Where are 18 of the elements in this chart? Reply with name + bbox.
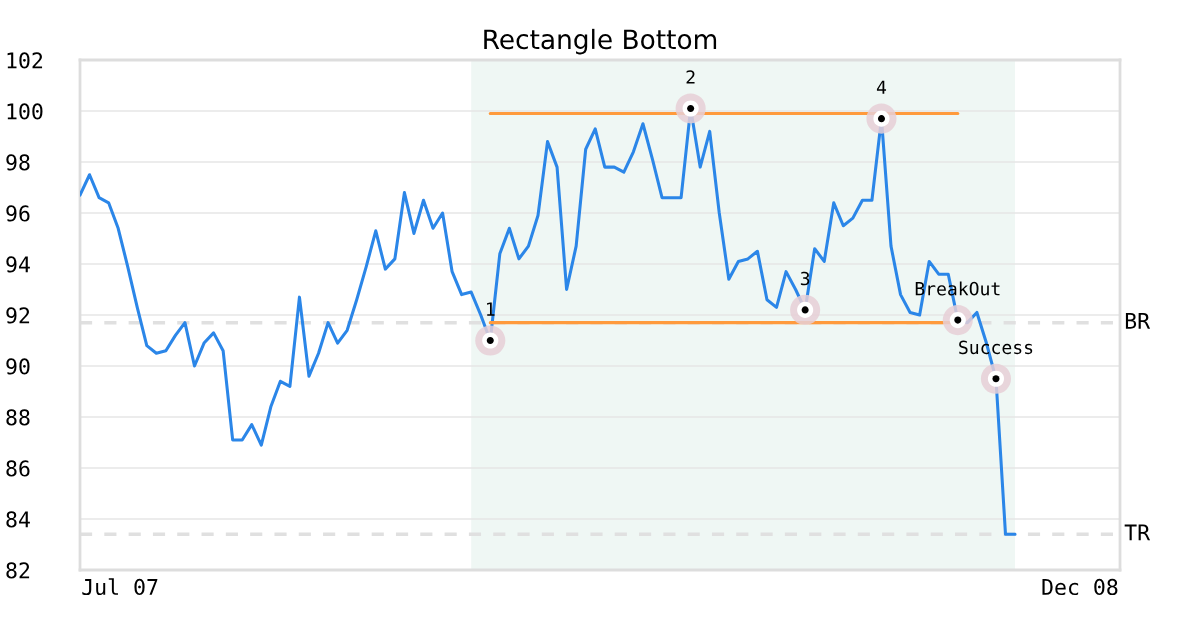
- y-tick-label: 102: [7, 52, 43, 69]
- y-tick-label: 82: [6, 562, 30, 579]
- x-tick-label: Jul 07: [82, 578, 158, 596]
- y-tick-label: 84: [6, 511, 30, 528]
- y-tick-label: 90: [6, 358, 30, 375]
- annotation: 4: [876, 80, 887, 94]
- y-tick-label: 96: [6, 205, 30, 222]
- y-tick-label: 88: [6, 409, 30, 426]
- ref-line-label: BR: [1125, 312, 1151, 329]
- ref-line-label: TR: [1124, 524, 1151, 541]
- chart-title: Rectangle Bottom: [484, 28, 717, 55]
- y-tick-label: 94: [6, 256, 30, 273]
- x-tick-label: Dec 08: [1042, 578, 1118, 596]
- y-tick-label: 98: [6, 154, 30, 171]
- y-tick-label: 100: [7, 103, 43, 120]
- y-tick-label: 92: [6, 307, 30, 324]
- y-tick-label: 86: [6, 460, 30, 477]
- annotation: 2: [686, 70, 695, 84]
